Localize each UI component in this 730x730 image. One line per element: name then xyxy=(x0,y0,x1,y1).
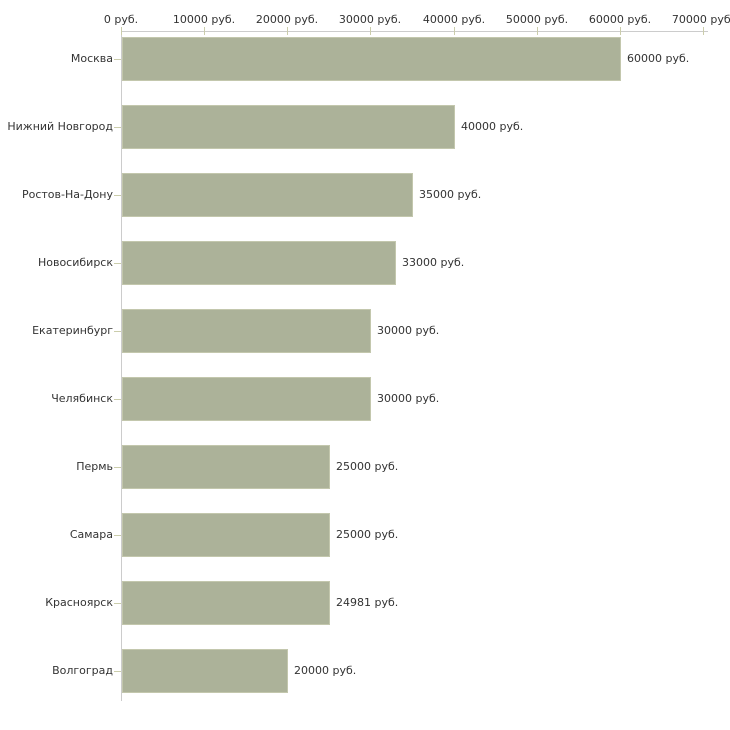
bar xyxy=(122,309,371,353)
x-axis-tick-label: 40000 руб. xyxy=(422,13,486,26)
y-axis-line xyxy=(121,31,122,701)
bar-value-label: 25000 руб. xyxy=(336,460,399,473)
category-label: Новосибирск xyxy=(37,256,113,269)
x-axis-tick-label: 20000 руб. xyxy=(255,13,319,26)
bar xyxy=(122,241,396,285)
x-axis-tick-label: 30000 руб. xyxy=(338,13,402,26)
bar xyxy=(122,513,330,557)
x-axis-tick-label: 70000 руб. xyxy=(671,13,730,26)
bar xyxy=(122,37,621,81)
x-axis-tick-label: 60000 руб. xyxy=(588,13,652,26)
x-axis-tick-mark xyxy=(287,27,288,35)
bar-value-label: 24981 руб. xyxy=(336,596,399,609)
bar-value-label: 33000 руб. xyxy=(402,256,465,269)
x-axis-tick-mark xyxy=(620,27,621,35)
x-axis-tick-mark xyxy=(204,27,205,35)
category-label: Нижний Новгород xyxy=(7,120,113,133)
category-label: Челябинск xyxy=(51,392,113,405)
x-axis-line xyxy=(121,31,708,32)
bar xyxy=(122,377,371,421)
category-tick-mark xyxy=(114,603,121,604)
bar xyxy=(122,445,330,489)
x-axis-tick-label: 50000 руб. xyxy=(505,13,569,26)
x-axis-tick-mark xyxy=(121,27,122,35)
bar xyxy=(122,649,288,693)
bar xyxy=(122,105,455,149)
category-label: Екатеринбург xyxy=(32,324,113,337)
category-tick-mark xyxy=(114,195,121,196)
category-tick-mark xyxy=(114,263,121,264)
bar-value-label: 20000 руб. xyxy=(294,664,357,677)
category-tick-mark xyxy=(114,399,121,400)
bar-value-label: 40000 руб. xyxy=(461,120,524,133)
x-axis-tick-mark xyxy=(537,27,538,35)
bar-value-label: 35000 руб. xyxy=(419,188,482,201)
category-tick-mark xyxy=(114,59,121,60)
category-tick-mark xyxy=(114,127,121,128)
bar-value-label: 60000 руб. xyxy=(627,52,690,65)
bar xyxy=(122,581,330,625)
bar-value-label: 25000 руб. xyxy=(336,528,399,541)
category-label: Москва xyxy=(70,52,113,65)
category-label: Ростов-На-Дону xyxy=(21,188,113,201)
category-label: Красноярск xyxy=(45,596,113,609)
x-axis-tick-mark xyxy=(370,27,371,35)
category-tick-mark xyxy=(114,467,121,468)
category-tick-mark xyxy=(114,671,121,672)
x-axis-tick-mark xyxy=(703,27,704,35)
x-axis-tick-mark xyxy=(454,27,455,35)
bar xyxy=(122,173,413,217)
bar-value-label: 30000 руб. xyxy=(377,324,440,337)
category-label: Самара xyxy=(69,528,113,541)
category-tick-mark xyxy=(114,535,121,536)
x-axis-tick-label: 0 руб. xyxy=(103,13,139,26)
category-label: Пермь xyxy=(76,460,113,473)
bar-value-label: 30000 руб. xyxy=(377,392,440,405)
category-label: Волгоград xyxy=(52,664,113,677)
x-axis-tick-label: 10000 руб. xyxy=(172,13,236,26)
category-tick-mark xyxy=(114,331,121,332)
